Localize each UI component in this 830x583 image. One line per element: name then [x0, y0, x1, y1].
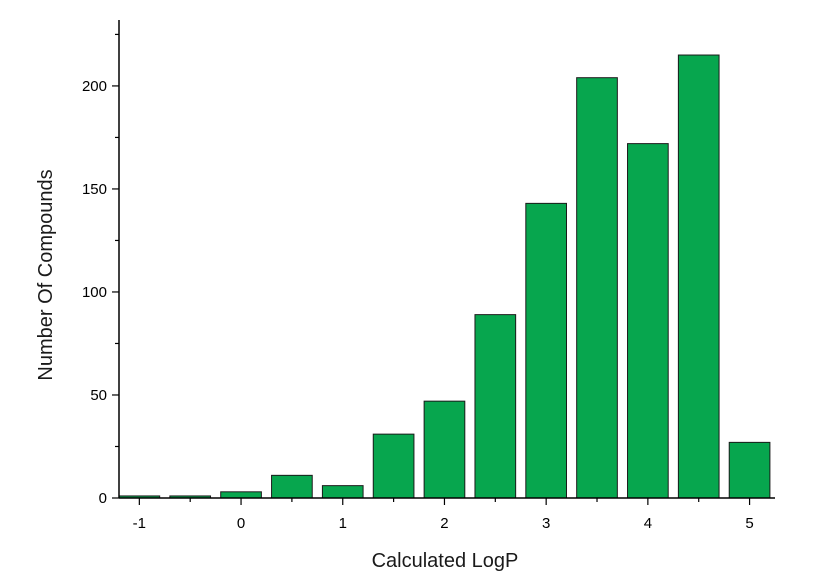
- bar: [271, 474, 313, 499]
- bar: [576, 77, 618, 499]
- x-tick-label: 4: [644, 515, 652, 532]
- x-axis-title: Calculated LogP: [372, 550, 519, 572]
- x-tick-label: 5: [745, 515, 753, 532]
- bars-group: [118, 54, 771, 499]
- y-tick-label: 0: [99, 490, 107, 507]
- bar: [423, 400, 466, 499]
- y-tick-label: 50: [90, 387, 107, 404]
- y-tick-label: 150: [82, 181, 107, 198]
- x-tick-label: -1: [133, 515, 146, 532]
- bar: [728, 441, 771, 499]
- bar: [677, 54, 720, 499]
- axes-group: 0 50 100 150 200 -1 0 1 2 3 4 5: [82, 20, 775, 532]
- y-tick-label: 100: [82, 284, 107, 301]
- y-axis-title: Number Of Compounds: [35, 169, 57, 380]
- bar: [525, 202, 568, 499]
- y-tick-label: 200: [82, 78, 107, 95]
- bar: [474, 314, 517, 499]
- bar: [627, 143, 669, 499]
- x-tick-label: 1: [339, 515, 347, 532]
- bar: [220, 491, 262, 499]
- x-tick-label: 0: [237, 515, 245, 532]
- bar: [321, 485, 364, 499]
- x-tick-label: 2: [440, 515, 448, 532]
- bar: [372, 433, 415, 499]
- x-tick-label: 3: [542, 515, 550, 532]
